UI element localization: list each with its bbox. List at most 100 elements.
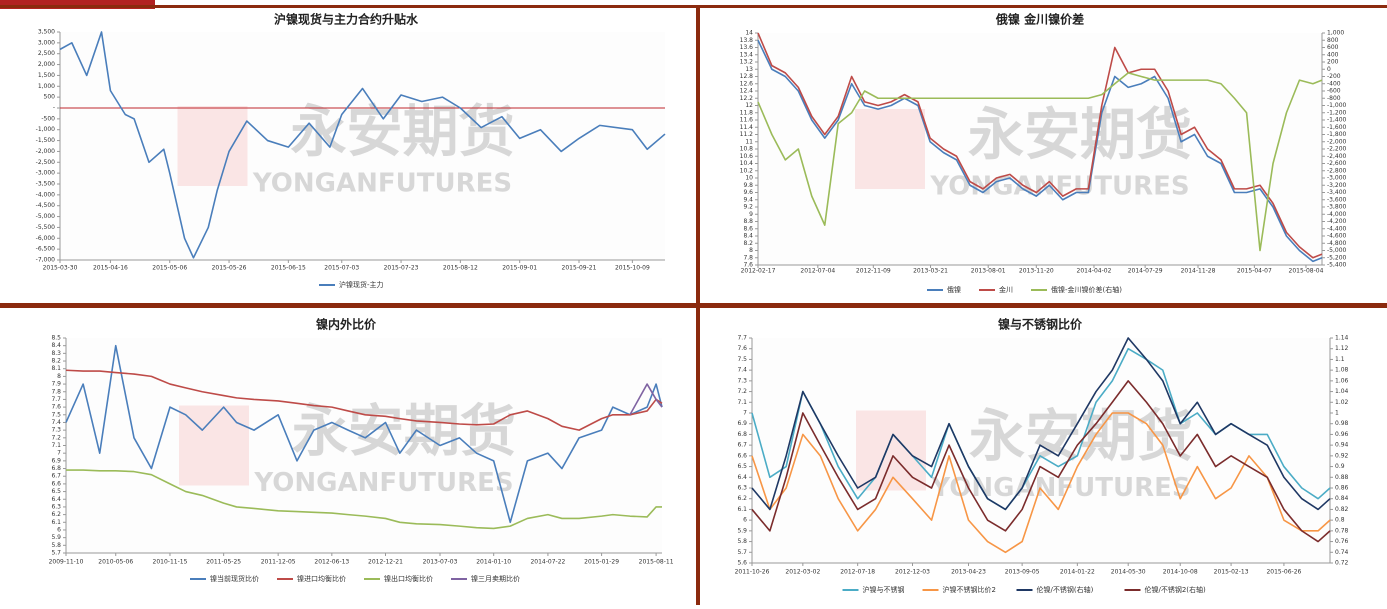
x-tick-label: 2015-09-21 (562, 265, 597, 272)
horizontal-divider (0, 303, 1387, 308)
y-tick-label: 8.4 (51, 342, 61, 349)
header-block (0, 0, 155, 9)
y-tick-label: 10.4 (740, 160, 754, 167)
y-tick-label: 6.1 (51, 519, 61, 526)
series-line (757, 39, 1323, 263)
x-tick-label: 2011-12-05 (261, 559, 296, 566)
y-tick-label: 10.6 (740, 153, 754, 160)
y-tick-label: 6.3 (737, 485, 747, 492)
y2-tick-label: 1.06 (1335, 377, 1349, 384)
y-tick-label: 9.2 (743, 204, 753, 211)
x-tick-label: 2014-04-02 (1077, 268, 1112, 275)
y2-tick-label: -4,600 (1327, 233, 1347, 240)
y-tick-label: 8.2 (743, 240, 753, 247)
y-tick-label: 7.3 (737, 377, 747, 384)
y2-tick-label: 200 (1327, 59, 1339, 66)
y-tick-label: 11.2 (740, 131, 754, 138)
y-tick-label: 5.8 (51, 542, 61, 549)
x-tick-label: 2012-07-04 (800, 268, 835, 275)
watermark: YONGANFUTURES (253, 468, 513, 498)
y2-tick-label: 0 (1327, 66, 1331, 73)
y-tick-label: 11.4 (740, 124, 754, 131)
y-tick-label: 8 (57, 373, 61, 380)
y2-tick-label: -1,000 (1327, 102, 1347, 109)
y-tick-label: 8 (749, 247, 753, 254)
y-tick-label: 7 (57, 450, 61, 457)
y-tick-label: 2,000 (38, 61, 55, 68)
x-tick-label: 2012-06-13 (314, 559, 349, 566)
x-tick-label: 2013-03-21 (913, 268, 948, 275)
x-tick-label: 2015-07-23 (384, 265, 419, 272)
y2-tick-label: 0.88 (1335, 474, 1349, 481)
y-tick-label: -3,500 (36, 181, 56, 188)
y2-tick-label: 0.76 (1335, 538, 1349, 545)
x-tick-label: 2012-12-03 (895, 569, 930, 576)
y-tick-label: 6.1 (737, 506, 747, 513)
y-tick-label: -2,000 (36, 148, 56, 155)
series-line (59, 31, 666, 259)
y-tick-label: -2,500 (36, 159, 56, 166)
y-tick-label: 7.1 (51, 442, 61, 449)
y-tick-label: 10 (745, 175, 753, 182)
y-tick-label: 7.9 (51, 381, 61, 388)
y2-tick-label: -2,600 (1327, 160, 1347, 167)
y-tick-label: 10.8 (740, 146, 754, 153)
legend-label: 俄镍-金川镍价差(右轴) (1051, 285, 1122, 294)
y-tick-label: 500 (44, 94, 56, 101)
y-tick-label: 6.6 (737, 452, 747, 459)
series-line (751, 337, 1331, 511)
legend-label: 镍三月卖期比价 (471, 574, 520, 583)
y-tick-label: 13 (745, 66, 753, 73)
y-tick-label: 12.4 (740, 88, 754, 95)
y-tick-label: 7 (743, 410, 747, 417)
y-tick-label: -1,000 (36, 126, 56, 133)
y2-tick-label: 0.94 (1335, 442, 1349, 449)
legend-label: 镍出口均衡比价 (384, 574, 433, 583)
y-tick-label: 12.6 (740, 80, 754, 87)
series-line (65, 369, 663, 431)
y-tick-label: -5,500 (36, 224, 56, 231)
y-tick-label: -1,500 (36, 137, 56, 144)
x-tick-label: 2013-07-03 (423, 559, 458, 566)
y2-tick-label: -1,800 (1327, 131, 1347, 138)
y2-tick-label: -4,800 (1327, 240, 1347, 247)
chart-title: 沪镍现货与主力合约升贴水 (274, 12, 419, 27)
y2-tick-label: 0.78 (1335, 527, 1349, 534)
y2-tick-label: 0.74 (1335, 549, 1349, 556)
x-tick-label: 2014-07-29 (1128, 268, 1163, 275)
y-tick-label: -4,000 (36, 191, 56, 198)
watermark: 永安期货 (968, 103, 1192, 168)
y2-tick-label: 1.02 (1335, 399, 1349, 406)
x-tick-label: 2015-03-30 (43, 265, 78, 272)
x-tick-label: 2013-11-20 (1019, 268, 1054, 275)
y-tick-label: 6.6 (51, 480, 61, 487)
y-tick-label: 9.6 (743, 189, 753, 196)
x-tick-label: 2013-04-23 (951, 569, 986, 576)
y2-tick-label: 0.92 (1335, 452, 1349, 459)
x-tick-label: 2015-06-15 (271, 265, 306, 272)
y2-tick-label: 1.1 (1335, 356, 1345, 363)
x-tick-label: 2015-08-12 (443, 265, 478, 272)
y2-tick-label: -5,400 (1327, 262, 1347, 269)
y-tick-label: 7.2 (51, 434, 61, 441)
y-tick-label: -6,000 (36, 235, 56, 242)
y2-tick-label: 0.9 (1335, 463, 1345, 470)
chart-title: 镍与不锈钢比价 (998, 317, 1083, 332)
x-tick-label: 2015-04-07 (1237, 268, 1272, 275)
y2-tick-label: -4,400 (1327, 225, 1347, 232)
x-tick-label: 2015-02-13 (1214, 569, 1249, 576)
y-tick-label: 6.7 (737, 442, 747, 449)
y2-tick-label: -600 (1327, 88, 1341, 95)
y-tick-label: 6.5 (737, 463, 747, 470)
chart-title: 俄镍 金川镍价差 (995, 12, 1084, 27)
y-tick-label: 5.7 (737, 549, 747, 556)
y-tick-label: 7.8 (743, 254, 753, 261)
y2-tick-label: 1 (1335, 410, 1339, 417)
series-line (751, 380, 1331, 543)
x-tick-label: 2015-04-16 (93, 265, 128, 272)
legend-label: 镍当前现货比价 (210, 574, 259, 583)
y-tick-label: 3,000 (38, 39, 55, 46)
y2-tick-label: -3,200 (1327, 182, 1347, 189)
y-tick-label: -4,500 (36, 202, 56, 209)
